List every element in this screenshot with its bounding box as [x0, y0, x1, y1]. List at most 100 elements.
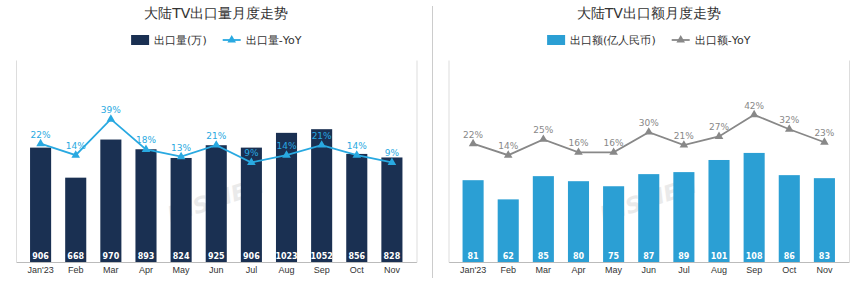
x-axis: Jan'23FebMarAprMayJunJulAugSepOctNov	[449, 263, 850, 276]
x-tick: Mar	[536, 265, 552, 275]
bar-label: 80	[573, 252, 585, 261]
bar	[638, 174, 659, 262]
x-tick: Jul	[246, 265, 258, 275]
marker	[247, 157, 256, 164]
legend-item: 出口额(亿人民币)	[547, 34, 656, 47]
line-label: 14%	[66, 141, 86, 151]
legend-item: 出口量(万)	[131, 34, 207, 47]
line-label: 16%	[604, 138, 624, 148]
x-tick-label: Jan'23	[27, 265, 53, 275]
marker	[574, 147, 583, 154]
bar-label: 81	[468, 252, 480, 261]
marker	[388, 157, 397, 164]
x-tick: May	[605, 265, 623, 275]
x-tick: Jul	[678, 265, 690, 275]
bar-label: 824	[173, 252, 190, 261]
plot-area	[463, 110, 835, 262]
x-tick: Jun	[641, 265, 656, 275]
x-axis-line	[449, 262, 850, 263]
marker	[609, 147, 618, 154]
bar	[65, 178, 86, 262]
line-label: 22%	[463, 130, 483, 140]
x-tick: Aug	[279, 265, 295, 275]
x-tick: Sep	[314, 265, 330, 275]
x-tick: May	[173, 265, 191, 275]
line-label: 14%	[498, 141, 518, 151]
line-label: 13%	[171, 143, 191, 153]
line-label: 27%	[709, 122, 729, 132]
x-tick: Oct	[350, 265, 365, 275]
y-axis-line	[449, 61, 450, 263]
x-tick-label: Mar	[103, 265, 119, 275]
x-tick: Jan'23	[460, 265, 486, 275]
marker	[504, 150, 513, 157]
bars	[463, 153, 835, 262]
y-axis	[16, 61, 17, 263]
line-label: 22%	[31, 130, 51, 140]
marker	[282, 150, 291, 157]
bar-label: 83	[819, 252, 830, 261]
legend-swatch	[131, 35, 149, 45]
bar-label: 1023	[275, 252, 297, 261]
bar	[498, 199, 519, 262]
bar	[708, 160, 729, 262]
x-tick-label: Nov	[384, 265, 401, 275]
legend: 出口额(亿人民币)出口额-YoY	[547, 34, 751, 47]
title: 大陆TV出口额月度走势	[577, 5, 721, 21]
x-tick-label: Jul	[678, 265, 690, 275]
line-label: 9%	[385, 148, 400, 158]
x-tick-label: Mar	[536, 265, 552, 275]
title: 大陆TV出口量月度走势	[144, 5, 288, 21]
bar	[533, 176, 554, 262]
x-tick-label: Nov	[816, 265, 833, 275]
data-labels: 9066689708938249259061023105285682822%14…	[31, 105, 401, 261]
bar	[206, 145, 227, 262]
x-tick-label: Apr	[139, 265, 153, 275]
y2-axis	[849, 61, 850, 263]
panel: DISCIEN81628580758789101108868322%14%25%…	[449, 5, 850, 275]
legend: 出口量(万) 出口量-YoY	[131, 34, 302, 47]
x-tick: Feb	[500, 265, 516, 275]
legend-marker	[676, 35, 685, 42]
marker	[715, 132, 724, 139]
x-tick-label: Feb	[68, 265, 84, 275]
x-tick-label: Oct	[350, 265, 365, 275]
x-tick: Feb	[68, 265, 84, 275]
line-label: 30%	[639, 118, 659, 128]
markers	[469, 110, 829, 158]
line-label: 32%	[779, 115, 799, 125]
bar-label: 970	[103, 252, 120, 261]
bar	[30, 148, 51, 262]
x-tick: Sep	[746, 265, 762, 275]
x-axis: Jan'23 Feb Mar Apr May Jun Jul Aug Sep Oct Nov	[17, 263, 418, 276]
x-tick-label: Aug	[279, 265, 295, 275]
divider	[432, 6, 433, 278]
y-axis-line	[16, 61, 17, 263]
bar	[603, 186, 624, 262]
bar	[673, 172, 694, 262]
bar	[346, 154, 367, 262]
data-labels: 81628580758789101108868322%14%25%16%16%3…	[463, 101, 835, 261]
marker	[36, 139, 45, 146]
bar	[779, 175, 800, 262]
x-tick-label: Jun	[209, 265, 224, 275]
line-label: 9%	[244, 148, 259, 158]
markers	[36, 114, 396, 165]
bar-label: 101	[711, 252, 728, 261]
marker	[680, 140, 689, 147]
x-axis-line	[17, 262, 418, 263]
x-tick-label: May	[173, 265, 191, 275]
x-tick-label: Sep	[746, 265, 762, 275]
x-tick-label: May	[605, 265, 623, 275]
x-tick: Mar	[103, 265, 119, 275]
x-tick-label: Aug	[711, 265, 727, 275]
line-label: 18%	[136, 135, 156, 145]
bars	[30, 129, 402, 262]
legend-item: 出口量-YoY	[223, 34, 302, 47]
plot-area	[30, 114, 402, 262]
y2-axis-line	[417, 61, 418, 263]
bar	[135, 149, 156, 262]
marker	[539, 134, 548, 141]
x-tick: Nov	[816, 265, 833, 275]
bar	[463, 180, 484, 262]
